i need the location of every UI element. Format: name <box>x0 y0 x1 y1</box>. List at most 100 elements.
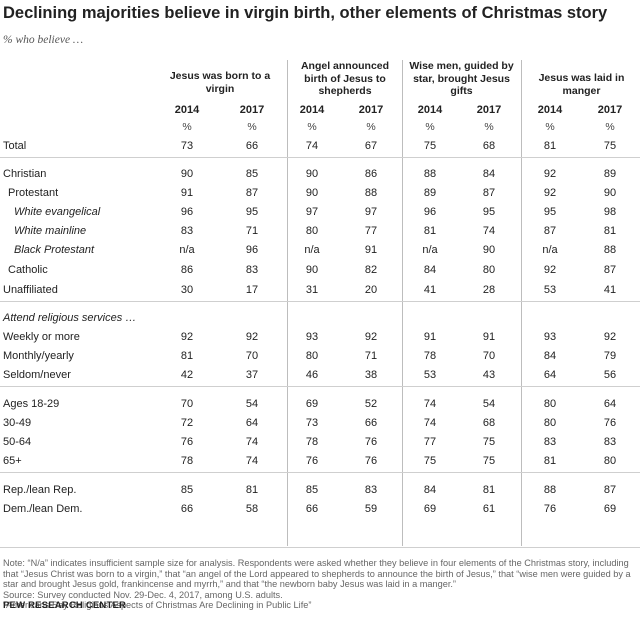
table-cell: n/a <box>292 241 332 259</box>
table-cell: 74 <box>292 137 332 155</box>
table-cell: 88 <box>590 241 630 259</box>
table-cell: 66 <box>292 500 332 518</box>
table-cell: 56 <box>590 366 630 384</box>
table-cell: 78 <box>410 347 450 365</box>
brand-logo-text: PEW RESEARCH CENTER <box>3 600 126 611</box>
table-cell: 73 <box>292 414 332 432</box>
row-label: Christian <box>3 165 46 183</box>
table-cell: 87 <box>469 184 509 202</box>
table-cell: 37 <box>232 366 272 384</box>
table-row: 65+ 78 74 76 76 75 75 81 80 <box>0 452 640 470</box>
table-cell: 28 <box>469 281 509 299</box>
table-cell: 67 <box>351 137 391 155</box>
table-cell: 42 <box>167 366 207 384</box>
table-cell: 92 <box>530 184 570 202</box>
year-label: 2014 <box>530 104 570 116</box>
row-label: Monthly/yearly <box>3 347 74 365</box>
table-cell: 41 <box>590 281 630 299</box>
table-cell: 88 <box>530 481 570 499</box>
table-cell: 89 <box>590 165 630 183</box>
table-row: 50-64 76 74 78 76 77 75 83 83 <box>0 433 640 451</box>
table-cell: 54 <box>232 395 272 413</box>
table-cell: 92 <box>530 165 570 183</box>
table-cell: 96 <box>410 203 450 221</box>
table-row: Ages 18-29 70 54 69 52 74 54 80 64 <box>0 395 640 413</box>
table-cell: 81 <box>590 222 630 240</box>
table-row: White mainline 83 71 80 77 81 74 87 81 <box>0 222 640 240</box>
column-separator <box>521 60 522 546</box>
table-cell: 78 <box>292 433 332 451</box>
table-cell: 76 <box>292 452 332 470</box>
table-cell: 75 <box>410 137 450 155</box>
table-cell: 38 <box>351 366 391 384</box>
table-row: Weekly or more 92 92 93 92 91 91 93 92 <box>0 328 640 346</box>
column-separator <box>402 60 403 546</box>
table-cell: 90 <box>292 165 332 183</box>
table-cell: 83 <box>530 433 570 451</box>
table-row: Christian 90 85 90 86 88 84 92 89 <box>0 165 640 183</box>
table-cell: 81 <box>410 222 450 240</box>
table-row: Dem./lean Dem. 66 58 66 59 69 61 76 69 <box>0 500 640 518</box>
table-cell: 74 <box>232 452 272 470</box>
table-cell: n/a <box>530 241 570 259</box>
table-cell: 83 <box>590 433 630 451</box>
table-cell: 61 <box>469 500 509 518</box>
table-cell: 69 <box>292 395 332 413</box>
table-cell: 75 <box>410 452 450 470</box>
year-label: 2017 <box>469 104 509 116</box>
table-cell: 80 <box>469 261 509 279</box>
row-label: Weekly or more <box>3 328 80 346</box>
table-cell: 85 <box>292 481 332 499</box>
table-cell: 75 <box>469 433 509 451</box>
table-cell: 53 <box>530 281 570 299</box>
table-cell: 77 <box>410 433 450 451</box>
table-cell: 83 <box>351 481 391 499</box>
table-cell: 64 <box>232 414 272 432</box>
row-label: Unaffiliated <box>3 281 58 299</box>
table-cell: 66 <box>351 414 391 432</box>
table-cell: 91 <box>167 184 207 202</box>
table-cell: 84 <box>410 481 450 499</box>
table-cell: 90 <box>292 261 332 279</box>
table-cell: 80 <box>292 347 332 365</box>
table-row: Unaffiliated 30 17 31 20 41 28 53 41 <box>0 281 640 299</box>
table-cell: 76 <box>590 414 630 432</box>
table-cell: 53 <box>410 366 450 384</box>
table-cell: 80 <box>292 222 332 240</box>
table-cell: 91 <box>410 328 450 346</box>
table-row: Protestant 91 87 90 88 89 87 92 90 <box>0 184 640 202</box>
table-cell: 52 <box>351 395 391 413</box>
table-cell: 72 <box>167 414 207 432</box>
table-cell: 81 <box>469 481 509 499</box>
table-cell: 83 <box>232 261 272 279</box>
row-divider <box>0 386 640 387</box>
table-cell: 80 <box>590 452 630 470</box>
table-cell: 76 <box>167 433 207 451</box>
note-text: Note: “N/a” indicates insufficient sampl… <box>3 558 639 590</box>
table-cell: 81 <box>232 481 272 499</box>
table-cell: 87 <box>530 222 570 240</box>
row-label: Black Protestant <box>14 241 94 259</box>
table-cell: 64 <box>530 366 570 384</box>
table-cell: 41 <box>410 281 450 299</box>
table-cell: 17 <box>232 281 272 299</box>
percent-label: % <box>167 121 207 133</box>
table-cell: 74 <box>469 222 509 240</box>
table-row: Monthly/yearly 81 70 80 71 78 70 84 79 <box>0 347 640 365</box>
column-heading: Wise men, guided by star, brought Jesus … <box>406 60 517 98</box>
table-cell: 69 <box>410 500 450 518</box>
table-cell: 98 <box>590 203 630 221</box>
row-label: Catholic <box>8 261 48 279</box>
row-label: 65+ <box>3 452 22 470</box>
table-cell: 74 <box>410 395 450 413</box>
percent-label: % <box>469 121 509 133</box>
percent-label: % <box>351 121 391 133</box>
row-divider <box>0 157 640 158</box>
table-cell: 86 <box>167 261 207 279</box>
table-cell: 71 <box>351 347 391 365</box>
table-cell: 97 <box>351 203 391 221</box>
table-cell: 75 <box>469 452 509 470</box>
chart-subtitle: % who believe … <box>3 34 83 46</box>
table-cell: 31 <box>292 281 332 299</box>
table-cell: 58 <box>232 500 272 518</box>
